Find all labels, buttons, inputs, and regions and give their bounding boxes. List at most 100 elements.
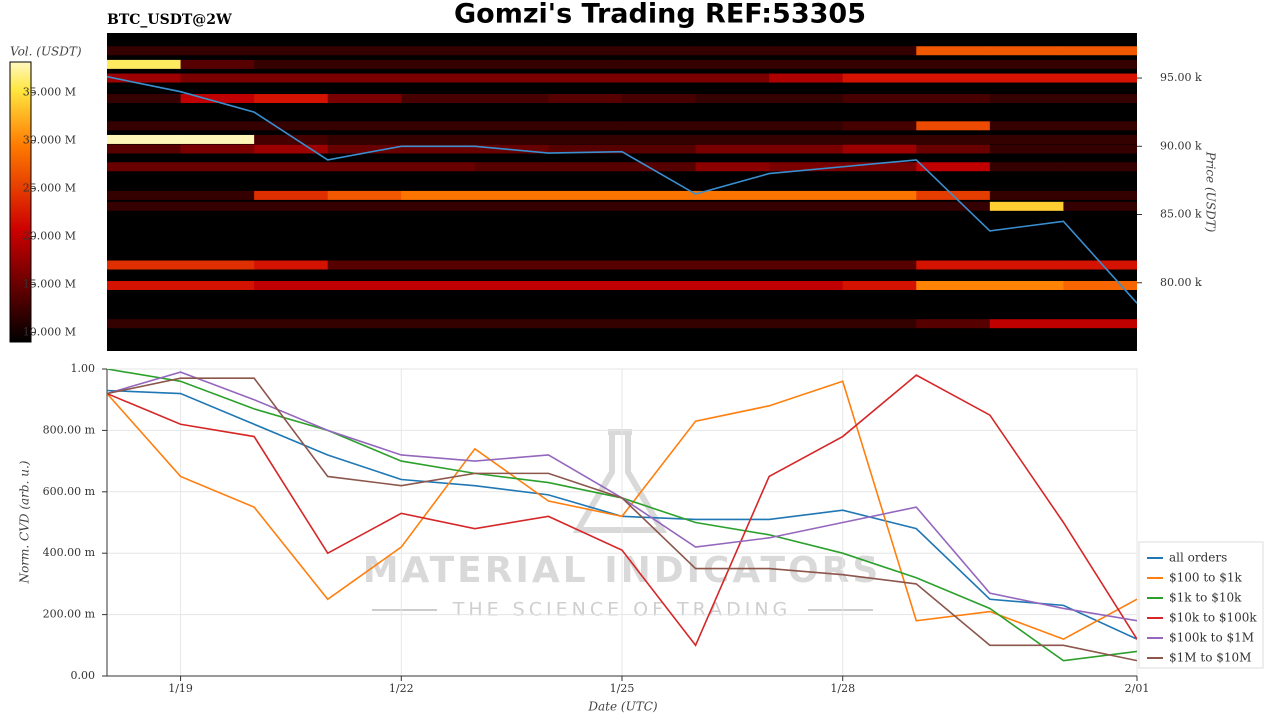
heatmap-cell [401,94,476,104]
heatmap-cell [327,260,402,270]
heatmap-cell [327,201,402,211]
heatmap-cell [1063,134,1137,144]
x-tick-label: 1/22 [389,682,414,695]
heatmap-cell [695,46,770,56]
heatmap-cell [842,121,917,131]
heatmap-cell [769,280,844,290]
heatmap-cell [327,121,402,131]
y-tick-label: 600.00 m [43,485,96,498]
cvd-line [107,374,1137,647]
heatmap-cell [254,201,329,211]
cvd-line [107,380,1137,641]
heatmap-cell [254,134,329,144]
colorbar-tick-label: 35.000 M [23,86,76,99]
heatmap-cell [254,319,329,329]
heatmap-cell [769,59,844,69]
heatmap-cell [548,260,623,270]
heatmap-cell [180,73,255,83]
heatmap-cell [842,319,917,329]
heatmap-cell [695,280,770,290]
heatmap-cell [327,94,402,104]
heatmap-cell [1063,59,1137,69]
heatmap-cell [254,162,329,172]
heatmap-cell [1063,201,1137,211]
heatmap-cell [107,134,182,144]
heatmap-cell [916,121,991,131]
heatmap-cell [180,260,255,270]
heatmap-cell [695,121,770,131]
heatmap-cell [107,73,182,83]
heatmap-cell [916,319,991,329]
colorbar-label: Vol. (USDT) [10,45,82,59]
heatmap-cell [989,59,1064,69]
heatmap-cell [989,319,1064,329]
heatmap-cell [107,46,182,56]
heatmap-cell [327,162,402,172]
heatmap-cell [254,121,329,131]
heatmap-cell [180,46,255,56]
heatmap-cell [989,121,1064,131]
x-axis-label: Date (UTC) [587,700,657,714]
heatmap-cell [107,319,182,329]
heatmap-cell [769,201,844,211]
heatmap-cell [474,121,549,131]
heatmap-cell [769,260,844,270]
heatmap-cell [548,46,623,56]
legend-label: $1M to $10M [1169,651,1251,665]
heatmap-cell [695,260,770,270]
heatmap-cell [254,280,329,290]
y-tick-label: 0.00 [71,669,96,682]
heatmap-cell [842,201,917,211]
y-tick-label: 95.00 k [1160,71,1202,84]
heatmap-cell [842,144,917,154]
heatmap-cell [989,46,1064,56]
heatmap-cell [695,144,770,154]
heatmap-cell [916,59,991,69]
heatmap-cell [107,260,182,270]
heatmap-cell [842,94,917,104]
heatmap-cell [474,260,549,270]
y-tick-label: 1.00 [71,362,96,375]
colorbar-tick-label: 20.000 M [23,230,76,243]
heatmap-cell [769,73,844,83]
heatmap-cell [548,59,623,69]
heatmap-cell [254,190,329,200]
heatmap-cell [548,121,623,131]
heatmap-cell [1063,121,1137,131]
heatmap-cell [474,319,549,329]
heatmap-cell [622,319,697,329]
price-line [107,75,1137,304]
heatmap-cell [327,190,402,200]
heatmap-cell [989,144,1064,154]
cvd-line [107,377,1137,662]
chart-subtitle: BTC_USDT@2W [107,12,232,28]
heatmap-cell [180,190,255,200]
heatmap-cell [327,280,402,290]
heatmap-cell [916,260,991,270]
heatmap-cell [548,94,623,104]
heatmap-cell [401,134,476,144]
heatmap-cell [548,190,623,200]
heatmap-cell [180,121,255,131]
heatmap-cell [474,162,549,172]
heatmap-cell [1063,319,1137,329]
legend-label: $1k to $10k [1169,591,1242,605]
heatmap-cell [769,190,844,200]
heatmap-cell [769,162,844,172]
colorbar-tick-label: 30.000 M [23,134,76,147]
heatmap-cell [401,319,476,329]
heatmap-cell [622,144,697,154]
heatmap-cell [622,190,697,200]
heatmap-cell [622,59,697,69]
y-tick-label: 800.00 m [43,423,96,436]
heatmap-cell [107,162,182,172]
heatmap-cell [695,59,770,69]
heatmap-cell [107,201,182,211]
heatmap-cell [474,73,549,83]
heatmap-cell [989,94,1064,104]
heatmap-cell [622,46,697,56]
heatmap-cell [842,59,917,69]
heatmap-cell [989,73,1064,83]
heatmap-cell [622,260,697,270]
